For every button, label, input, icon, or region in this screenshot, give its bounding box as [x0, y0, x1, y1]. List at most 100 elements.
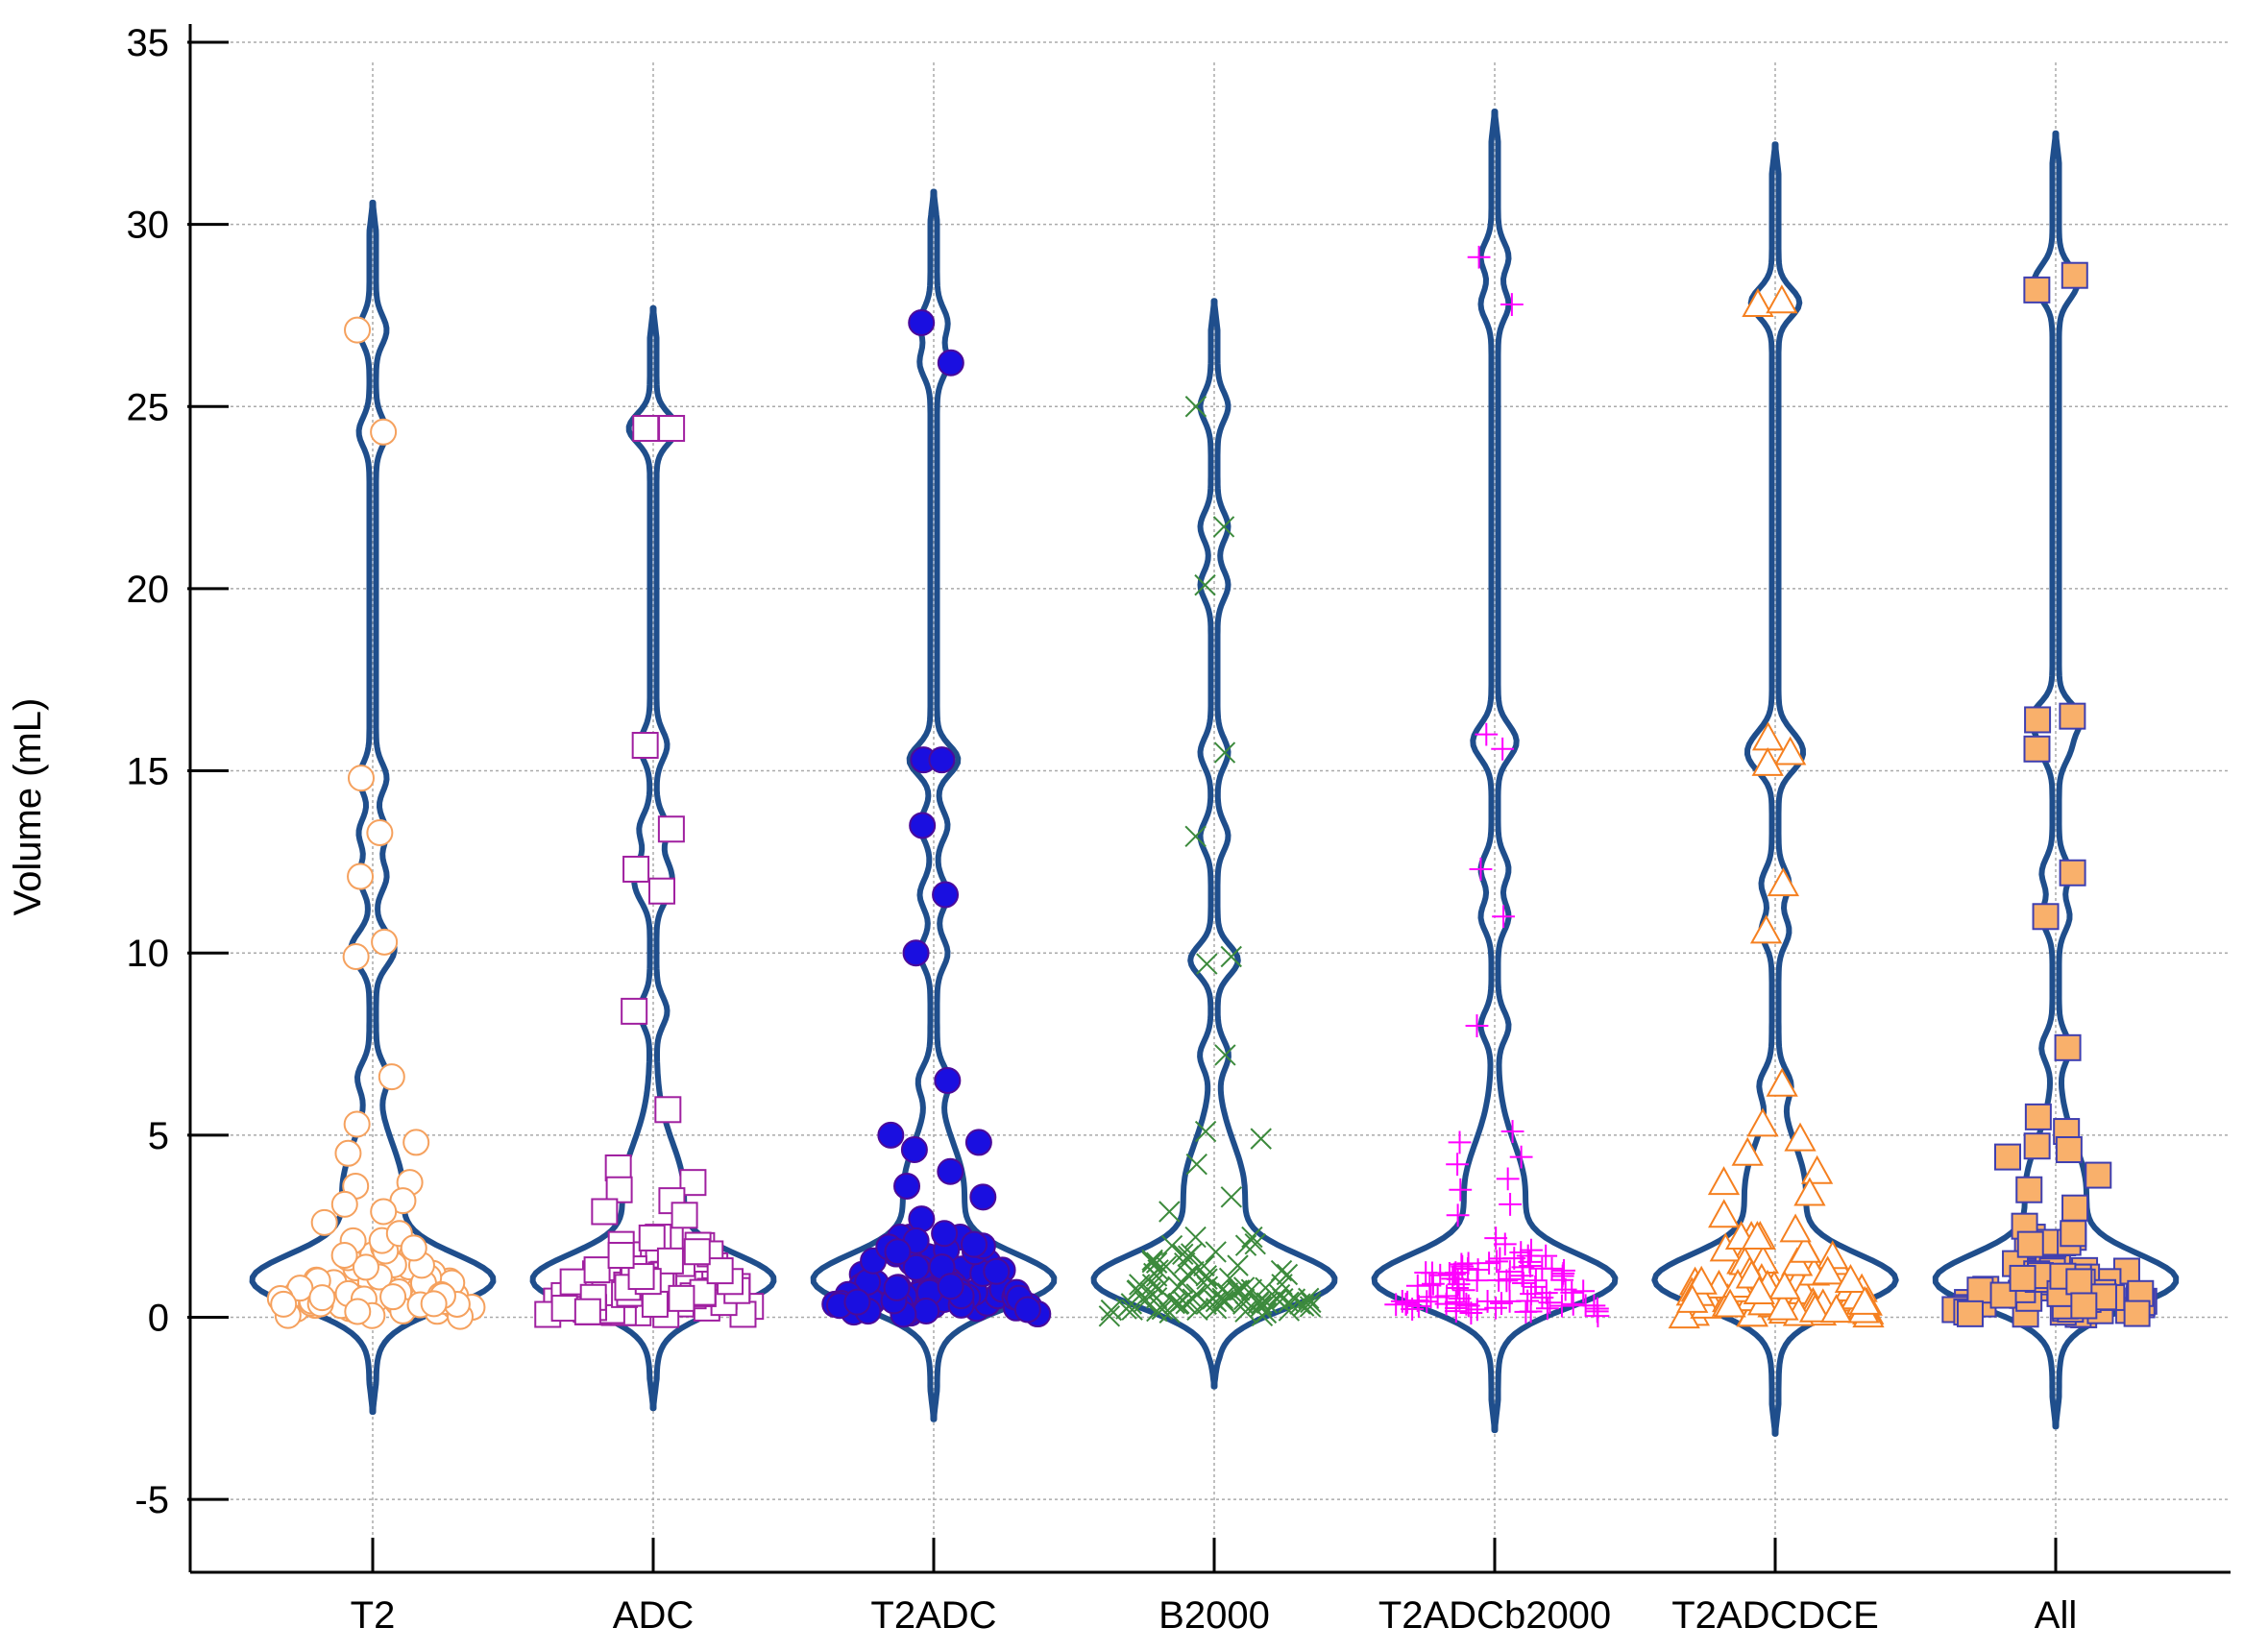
- data-point: [366, 819, 394, 847]
- data-point: [1798, 1293, 1832, 1323]
- series-t2adc: [821, 309, 1052, 1328]
- data-point: [1746, 1107, 1779, 1137]
- data-point: [1147, 1259, 1169, 1281]
- y-tick-label: 0: [148, 1297, 169, 1339]
- data-point: [1676, 1283, 1709, 1313]
- data-point: [1774, 736, 1807, 765]
- data-point: [344, 316, 372, 344]
- data-point: [1707, 1166, 1741, 1196]
- data-point: [1766, 1067, 1798, 1097]
- data-point: [1121, 1299, 1143, 1321]
- data-point: [1552, 1259, 1575, 1282]
- data-point: [2055, 1136, 2083, 1164]
- y-tick-label: 10: [127, 933, 170, 975]
- data-point: [1126, 1279, 1148, 1302]
- data-point: [1212, 516, 1235, 538]
- data-point: [1496, 1167, 1520, 1191]
- data-point: [1848, 1285, 1881, 1315]
- data-point: [342, 942, 370, 970]
- data-point: [1966, 1276, 1994, 1304]
- data-point: [2060, 1220, 2087, 1248]
- data-point: [2059, 859, 2086, 887]
- data-point: [1491, 737, 1515, 761]
- data-point: [2023, 276, 2051, 304]
- data-point: [656, 1247, 684, 1275]
- data-point: [347, 765, 375, 792]
- data-point: [1405, 1274, 1429, 1298]
- data-point: [1751, 746, 1784, 776]
- data-point: [1013, 1296, 1041, 1324]
- data-point: [2070, 1292, 2098, 1320]
- data-point: [1550, 1268, 1573, 1292]
- data-point: [1779, 1213, 1812, 1243]
- data-point: [1177, 1264, 1199, 1286]
- data-point: [1276, 1263, 1299, 1286]
- data-point: [334, 1139, 362, 1167]
- data-point: [1251, 1304, 1274, 1327]
- data-point: [913, 1298, 940, 1325]
- data-point: [1484, 1227, 1508, 1250]
- violin-t2adc: [810, 188, 1058, 1422]
- data-point: [605, 1176, 633, 1203]
- data-point: [1163, 1292, 1185, 1315]
- data-point: [1098, 1305, 1121, 1327]
- data-point: [1172, 1243, 1194, 1266]
- data-point: [352, 1253, 379, 1281]
- data-point: [1459, 1301, 1483, 1324]
- data-point: [1255, 1276, 1277, 1300]
- data-point: [902, 939, 930, 967]
- data-point: [270, 1290, 298, 1318]
- data-point: [1446, 1276, 1470, 1300]
- data-point: [1475, 1290, 1500, 1313]
- data-point: [1485, 1250, 1508, 1274]
- data-point: [1534, 1281, 1558, 1304]
- violin-t2: [249, 199, 497, 1416]
- x-tick-label: T2: [351, 1594, 396, 1637]
- data-point: [937, 349, 964, 377]
- data-point: [706, 1257, 734, 1285]
- violin-all: [1932, 130, 2180, 1430]
- data-point: [1395, 1292, 1418, 1316]
- data-point: [622, 855, 650, 883]
- data-point: [1184, 1226, 1207, 1249]
- data-point: [1226, 1279, 1248, 1301]
- data-point: [420, 1290, 448, 1318]
- y-tick-label: 35: [127, 22, 170, 64]
- data-point: [883, 1274, 911, 1301]
- data-point: [648, 877, 676, 905]
- data-point: [1227, 1254, 1249, 1276]
- data-point: [2023, 735, 2051, 763]
- data-point: [1184, 825, 1207, 848]
- data-point: [1234, 1234, 1257, 1256]
- y-tick-label: 30: [127, 205, 170, 247]
- data-point: [937, 1273, 964, 1300]
- series-t2: [266, 316, 486, 1330]
- data-point: [2015, 1176, 2043, 1203]
- data-point: [1749, 914, 1783, 944]
- data-point: [900, 1136, 928, 1164]
- data-point: [932, 881, 960, 909]
- data-point: [1493, 1232, 1517, 1256]
- data-point: [1741, 1221, 1774, 1251]
- data-point: [1550, 1294, 1573, 1318]
- data-point: [1194, 573, 1216, 596]
- data-point: [1134, 1290, 1156, 1313]
- data-point: [1145, 1287, 1168, 1309]
- data-point: [641, 1290, 669, 1318]
- data-point: [1449, 1178, 1473, 1202]
- data-point: [1516, 1289, 1540, 1313]
- data-point: [1444, 1300, 1468, 1323]
- data-point: [1186, 1299, 1208, 1321]
- series-t2adcb2000: [1384, 245, 1610, 1327]
- data-point: [1789, 1233, 1821, 1263]
- data-point: [1488, 1247, 1512, 1271]
- series-t2adcdce: [1668, 284, 1885, 1329]
- data-point: [1530, 1286, 1554, 1309]
- violin-t2adcdce: [1651, 141, 1899, 1437]
- data-point: [1194, 1120, 1217, 1143]
- data-point: [1561, 1292, 1585, 1316]
- data-point: [2061, 261, 2088, 289]
- data-point: [1811, 1255, 1844, 1285]
- data-point: [1500, 293, 1524, 316]
